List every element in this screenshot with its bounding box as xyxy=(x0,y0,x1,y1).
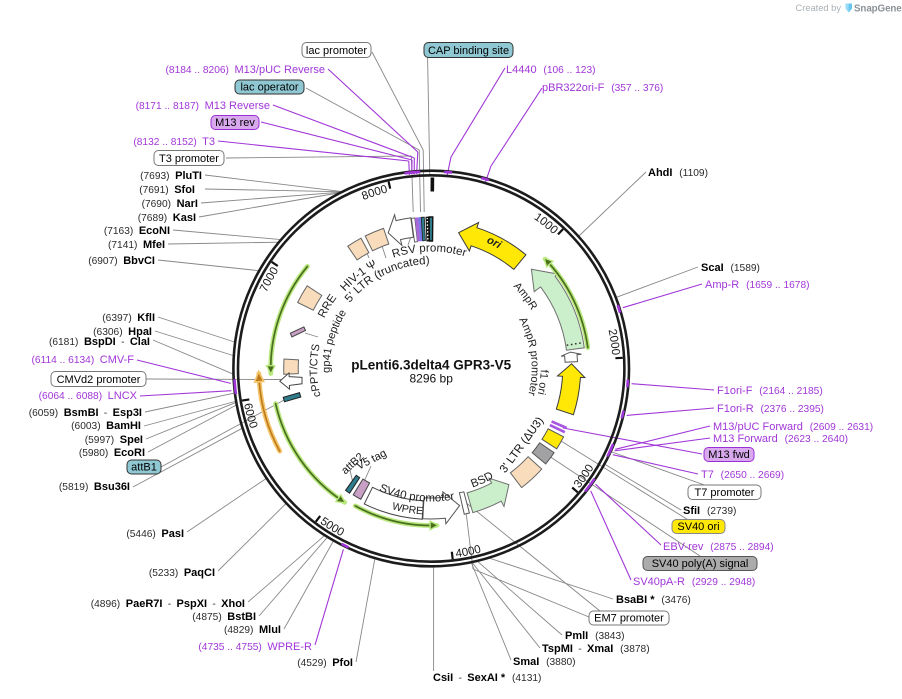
svg-text:SV40pA-R (2929 .. 2948): SV40pA-R (2929 .. 2948) xyxy=(633,576,755,588)
svg-text:(7141) MfeI: (7141) MfeI xyxy=(108,239,165,251)
svg-text:(4829) MluI: (4829) MluI xyxy=(224,624,281,636)
svg-text:(6059) BsmBI - Esp3I: (6059) BsmBI - Esp3I xyxy=(29,407,142,419)
svg-text:(8171 .. 8187) M13 Reverse: (8171 .. 8187) M13 Reverse xyxy=(136,100,270,112)
svg-text:(6397) KflI: (6397) KflI xyxy=(102,312,155,324)
svg-text:(6907) BbvCI: (6907) BbvCI xyxy=(88,255,155,267)
svg-text:F1ori-R (2376 .. 2395): F1ori-R (2376 .. 2395) xyxy=(717,403,824,415)
svg-text:(6064 .. 6088) LNCX: (6064 .. 6088) LNCX xyxy=(39,390,138,402)
svg-text:T7 promoter: T7 promoter xyxy=(695,487,755,499)
svg-text:CsiI - SexAI * (4131): CsiI - SexAI * (4131) xyxy=(433,672,541,684)
svg-text:SmaI (3880): SmaI (3880) xyxy=(513,656,576,668)
svg-text:M13/pUC Forward (2609 .. 263: M13/pUC Forward (2609 .. 2631) xyxy=(713,421,873,433)
svg-text:(6114 .. 6134) CMV-F: (6114 .. 6134) CMV-F xyxy=(32,354,135,366)
svg-text:(5233) PaqCI: (5233) PaqCI xyxy=(149,567,215,579)
svg-text:CMVd2 promoter: CMVd2 promoter xyxy=(57,374,141,386)
svg-text:EM7 promoter: EM7 promoter xyxy=(594,613,664,625)
svg-text:(4896) PaeR7I - PspXI - X: (4896) PaeR7I - PspXI - XhoI xyxy=(91,598,245,610)
svg-text:(5446) PasI: (5446) PasI xyxy=(126,528,184,540)
svg-text:AhdI (1109): AhdI (1109) xyxy=(648,167,708,179)
svg-text:(7690) NarI: (7690) NarI xyxy=(142,198,198,210)
svg-text:(8184 .. 8206) M13/pUC Revers: (8184 .. 8206) M13/pUC Reverse xyxy=(166,64,325,76)
svg-text:L4440 (106 .. 123): L4440 (106 .. 123) xyxy=(506,64,596,76)
svg-text:M13 rev: M13 rev xyxy=(215,117,255,129)
svg-text:(4735 .. 4755) WPRE-R: (4735 .. 4755) WPRE-R xyxy=(198,641,312,653)
svg-text:(6003) BamHI: (6003) BamHI xyxy=(71,420,141,432)
svg-text:EBV-rev (2875 .. 2894): EBV-rev (2875 .. 2894) xyxy=(663,541,774,553)
svg-text:TspMI - XmaI (3878): TspMI - XmaI (3878) xyxy=(542,643,650,655)
svg-text:(7163) EcoNI: (7163) EcoNI xyxy=(104,225,170,237)
svg-text:(7689) KasI: (7689) KasI xyxy=(138,212,196,224)
svg-text:T3 promoter: T3 promoter xyxy=(159,153,219,165)
svg-text:lac operator: lac operator xyxy=(240,82,298,94)
svg-text:BsaBI * (3476): BsaBI * (3476) xyxy=(616,594,691,606)
svg-text:(6181) BspDI - ClaI: (6181) BspDI - ClaI xyxy=(49,336,150,348)
svg-text:SV40 ori: SV40 ori xyxy=(677,521,719,533)
svg-text:(7691) SfoI: (7691) SfoI xyxy=(139,184,195,196)
svg-text:pBR322ori-F (357 .. 376): pBR322ori-F (357 .. 376) xyxy=(542,82,663,94)
svg-text:SnapGene: SnapGene xyxy=(854,4,902,15)
svg-text:(5997) SpeI: (5997) SpeI xyxy=(85,434,143,446)
svg-text:attB1: attB1 xyxy=(131,462,157,474)
svg-text:(4529) PfoI: (4529) PfoI xyxy=(297,657,353,669)
svg-text:pLenti6.3delta4 GPR3-V5: pLenti6.3delta4 GPR3-V5 xyxy=(351,358,511,373)
svg-text:(5980) EcoRI: (5980) EcoRI xyxy=(79,447,145,459)
svg-text:T7 (2650 .. 2669): T7 (2650 .. 2669) xyxy=(701,469,784,481)
svg-text:F1ori-F (2164 .. 2185): F1ori-F (2164 .. 2185) xyxy=(717,385,823,397)
svg-text:Created by: Created by xyxy=(796,3,842,13)
svg-text:M13 fwd: M13 fwd xyxy=(708,449,750,461)
svg-text:(8132 .. 8152) T3: (8132 .. 8152) T3 xyxy=(133,136,215,148)
svg-text:8296 bp: 8296 bp xyxy=(410,372,454,386)
svg-text:(4875) BstBI: (4875) BstBI xyxy=(192,611,256,623)
svg-text:lac promoter: lac promoter xyxy=(306,45,367,57)
svg-text:(5819) Bsu36I: (5819) Bsu36I xyxy=(59,481,130,493)
svg-text:SV40 poly(A) signal: SV40 poly(A) signal xyxy=(652,558,749,570)
svg-text:PmlI (3843): PmlI (3843) xyxy=(565,630,625,642)
svg-text:SfiI (2739): SfiI (2739) xyxy=(683,505,736,517)
svg-text:CAP binding site: CAP binding site xyxy=(428,45,509,57)
svg-text:ScaI (1589): ScaI (1589) xyxy=(701,262,760,274)
svg-text:Amp-R (1659 .. 1678): Amp-R (1659 .. 1678) xyxy=(705,279,810,291)
